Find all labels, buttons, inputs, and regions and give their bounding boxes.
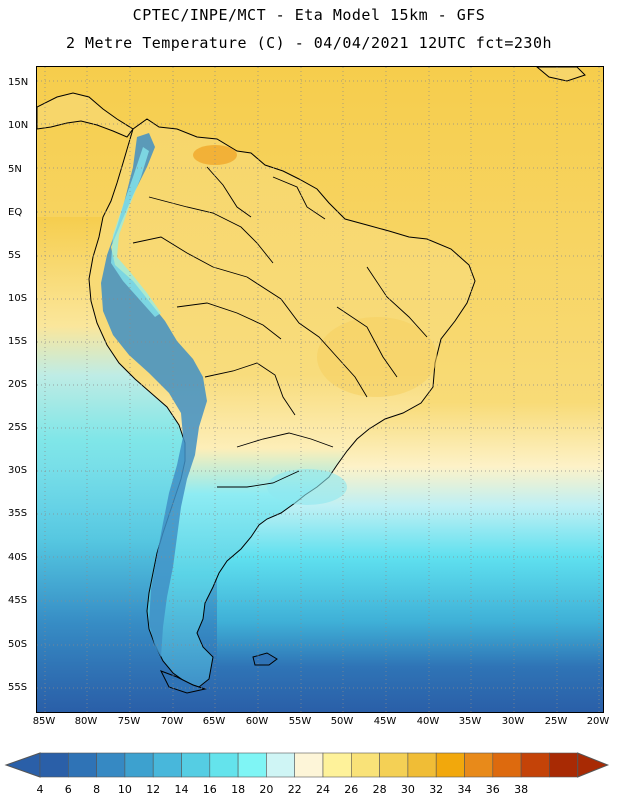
colorbar-tick-label: 36 [485, 783, 500, 796]
lon-label-30w: 30W [501, 716, 525, 727]
colorbar-tick-label: 38 [514, 783, 529, 796]
lon-label-55w: 55W [288, 716, 312, 727]
colorbar-tick-label: 32 [429, 783, 444, 796]
lat-label-20s: 20S [8, 379, 28, 390]
lat-label-eq: EQ [8, 207, 23, 218]
andes-cold-strip [101, 133, 207, 657]
lat-label-35s: 35S [8, 508, 28, 519]
lat-label-5s: 5S [8, 250, 21, 261]
lat-label-25s: 25S [8, 422, 28, 433]
andes-highlight [111, 147, 161, 317]
colorbar-tick-label: 4 [36, 783, 44, 796]
lon-label-65w: 65W [202, 716, 226, 727]
uruguay-cool-area [267, 469, 347, 505]
colorbar-cell [435, 752, 465, 778]
lat-label-55s: 55S [8, 682, 28, 693]
lat-label-5n: 5N [8, 164, 22, 175]
lon-label-60w: 60W [245, 716, 269, 727]
lon-label-50w: 50W [330, 716, 354, 727]
lat-label-15n: 15N [8, 77, 29, 88]
colorbar-cell [181, 752, 211, 778]
colorbar-cell [294, 752, 324, 778]
lat-label-40s: 40S [8, 552, 28, 563]
lon-label-85w: 85W [32, 716, 56, 727]
temperature-map [37, 67, 603, 712]
lat-label-45s: 45S [8, 595, 28, 606]
colorbar-tick-label: 26 [344, 783, 359, 796]
colorbar-cell [124, 752, 154, 778]
lon-label-70w: 70W [160, 716, 184, 727]
colorbar-tick-label: 8 [93, 783, 101, 796]
colorbar-tick-label: 34 [457, 783, 472, 796]
central-america-land [37, 92, 134, 138]
colorbar-tick-label: 20 [259, 783, 274, 796]
colorbar-cell [520, 752, 550, 778]
lon-label-25w: 25W [544, 716, 568, 727]
colorbar-cell [492, 752, 522, 778]
colorbar-cell [407, 752, 437, 778]
colorbar-tick-label: 30 [400, 783, 415, 796]
falkland-islands [252, 652, 278, 666]
colorbar-tick-label: 16 [202, 783, 217, 796]
colorbar-cell [39, 752, 69, 778]
colorbar-tick-label: 28 [372, 783, 387, 796]
colorbar-cell [96, 752, 126, 778]
lat-label-50s: 50S [8, 639, 28, 650]
colorbar-tick-label: 6 [64, 783, 72, 796]
lon-label-75w: 75W [117, 716, 141, 727]
colorbar-cell [379, 752, 409, 778]
map-frame [36, 66, 604, 713]
colorbar-cell [322, 752, 352, 778]
south-america-land [88, 118, 476, 688]
tierra-del-fuego [159, 670, 207, 694]
colorbar-cell [549, 752, 579, 778]
map-title-line-2: 2 Metre Temperature (C) - 04/04/2021 12U… [65, 34, 553, 52]
lon-label-35w: 35W [458, 716, 482, 727]
colorbar-cell [152, 752, 182, 778]
colorbar-cell [266, 752, 295, 778]
lat-label-10n: 10N [8, 120, 29, 131]
colorbar-left-arrow [4, 752, 41, 778]
interior-warm-area [317, 317, 437, 397]
colorbar-cells [4, 752, 610, 778]
colorbar-tick-label: 22 [287, 783, 302, 796]
lat-label-30s: 30S [8, 465, 28, 476]
lon-label-45w: 45W [373, 716, 397, 727]
lon-label-80w: 80W [74, 716, 98, 727]
colorbar-cell [237, 752, 267, 778]
colorbar-cell [350, 752, 380, 778]
lat-label-15s: 15S [8, 336, 28, 347]
lon-label-20w: 20W [586, 716, 610, 727]
map-title-line-1: CPTEC/INPE/MCT - Eta Model 15km - GFS [132, 6, 486, 24]
lon-label-40w: 40W [416, 716, 440, 727]
colorbar-tick-label: 14 [174, 783, 189, 796]
colorbar-cell [68, 752, 97, 778]
colorbar-tick-label: 10 [117, 783, 132, 796]
colorbar-right-arrow [577, 752, 610, 778]
colorbar-tick-label: 12 [146, 783, 161, 796]
lat-label-10s: 10S [8, 293, 28, 304]
colorbar-tick-label: 24 [316, 783, 330, 796]
caribbean-island [536, 67, 586, 82]
colorbar-tick-label: 18 [231, 783, 246, 796]
temperature-colorbar [4, 752, 610, 778]
colorbar-cell [464, 752, 494, 778]
country-borders [132, 166, 428, 488]
colorbar-cell [209, 752, 239, 778]
